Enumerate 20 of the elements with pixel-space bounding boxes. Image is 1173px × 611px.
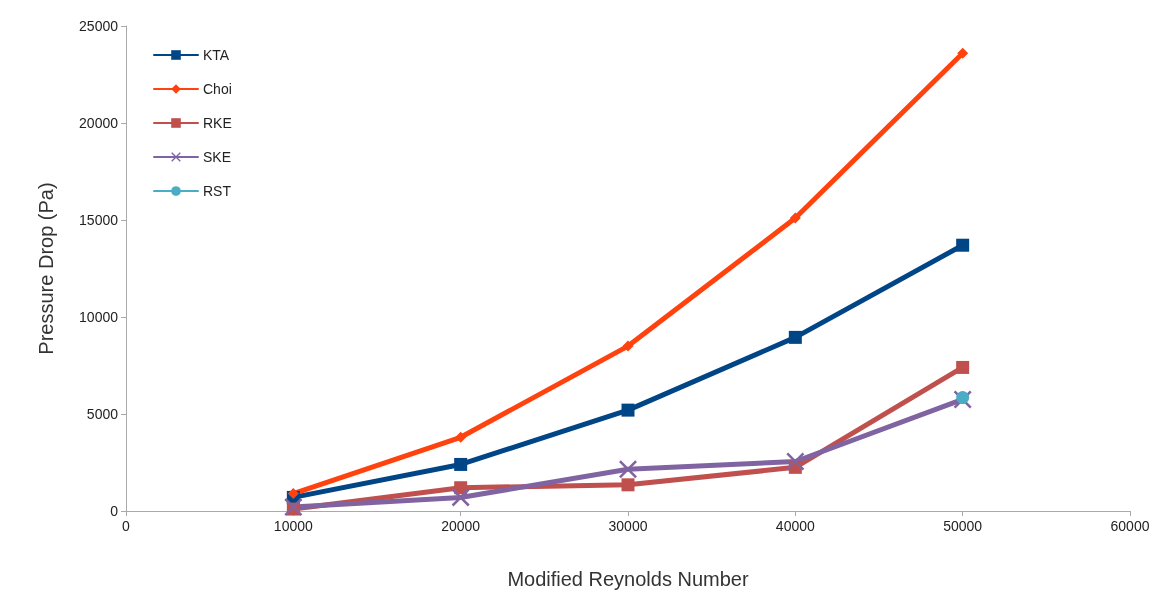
x-tick-label: 30000 [608, 518, 648, 534]
x-tick-label: 50000 [943, 518, 983, 534]
y-tick-label: 10000 [79, 309, 119, 325]
y-tick-label: 5000 [86, 406, 119, 422]
x-tick-label: 20000 [441, 518, 481, 534]
legend-label: Choi [203, 81, 232, 97]
x-axis-title: Modified Reynolds Number [507, 568, 749, 590]
y-tick-label: 25000 [79, 18, 119, 34]
legend-label: KTA [203, 47, 230, 63]
x-tick-label: 0 [122, 518, 131, 534]
legend-label: RKE [203, 115, 232, 131]
x-tick-label: 40000 [775, 518, 816, 534]
legend-label: SKE [203, 149, 232, 165]
y-tick-label: 0 [110, 503, 119, 519]
y-tick-label: 20000 [79, 115, 119, 131]
x-tick-label: 10000 [273, 518, 314, 534]
x-tick-label: 60000 [1110, 518, 1150, 534]
y-axis-title: Pressure Drop (Pa) [35, 182, 57, 355]
legend-label: RST [203, 183, 232, 199]
y-tick-label: 15000 [79, 212, 119, 228]
